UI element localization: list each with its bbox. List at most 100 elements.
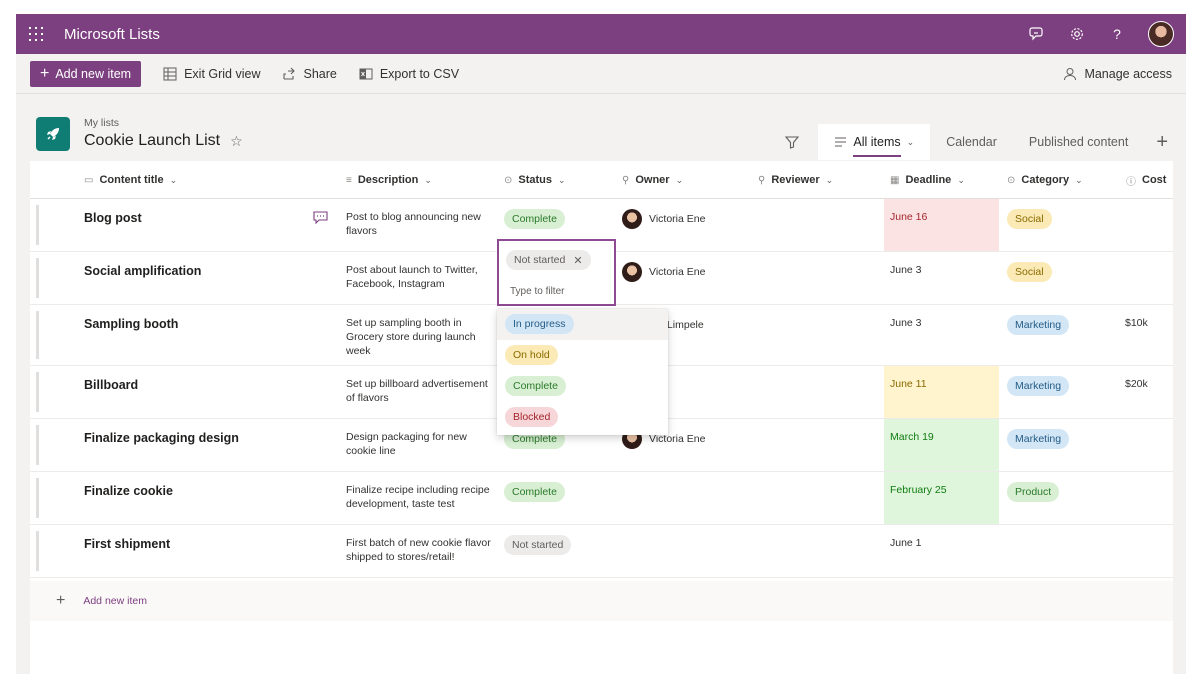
breadcrumb[interactable]: My lists xyxy=(84,117,119,129)
menu-item-in-progress[interactable]: In progress xyxy=(497,309,668,340)
deadline-cell[interactable]: June 3 xyxy=(890,264,922,276)
deadline-cell[interactable]: February 25 xyxy=(890,484,947,496)
deadline-cell[interactable]: June 3 xyxy=(890,317,922,329)
favorite-star-icon[interactable]: ☆ xyxy=(230,132,243,149)
add-new-item-row[interactable]: + Add new item xyxy=(30,581,1173,621)
help-icon[interactable]: ? xyxy=(1113,26,1121,42)
tab-calendar[interactable]: Calendar xyxy=(946,135,997,149)
description-cell[interactable]: Finalize recipe including recipe develop… xyxy=(346,484,490,510)
column-label: Description xyxy=(357,174,419,186)
category-badge[interactable]: Marketing xyxy=(1007,429,1070,449)
status-cell-editor[interactable]: Not started ✕ Type to filter xyxy=(497,239,616,306)
app-title[interactable]: Microsoft Lists xyxy=(64,25,160,43)
owner-cell[interactable]: Victoria Ene xyxy=(622,208,713,230)
description-cell[interactable]: Design packaging for new cookie line xyxy=(346,431,467,457)
export-csv-button[interactable]: Export to CSV xyxy=(359,67,459,81)
row-selector[interactable] xyxy=(36,531,39,571)
column-owner[interactable]: ⚲ Owner ⌄ xyxy=(622,161,683,199)
content-title-cell[interactable]: Social amplification xyxy=(84,264,202,278)
close-icon[interactable]: ✕ xyxy=(573,254,583,267)
filter-input[interactable]: Type to filter xyxy=(510,286,565,297)
suite-bar: Microsoft Lists ? xyxy=(16,14,1186,54)
menu-item-complete[interactable]: Complete xyxy=(497,371,668,402)
plus-icon: + xyxy=(56,592,66,609)
description-cell[interactable]: Set up billboard advertisement of flavor… xyxy=(346,378,488,404)
category-badge[interactable]: Social xyxy=(1007,262,1052,282)
deadline-cell[interactable]: June 1 xyxy=(890,537,922,549)
settings-icon[interactable] xyxy=(1068,25,1086,43)
table-row[interactable]: Blog post Post to blog announcing new fl… xyxy=(30,199,1173,252)
description-cell[interactable]: Post to blog announcing new flavors xyxy=(346,211,481,237)
selected-status-chip[interactable]: Not started ✕ xyxy=(506,250,591,270)
content-title-cell[interactable]: Sampling booth xyxy=(84,317,179,331)
row-selector[interactable] xyxy=(36,311,39,359)
waffle-icon[interactable] xyxy=(16,14,56,54)
cost-cell[interactable]: $20k xyxy=(1125,378,1148,390)
column-deadline[interactable]: ▦ Deadline ⌄ xyxy=(890,161,965,199)
description-cell[interactable]: First batch of new cookie flavor shipped… xyxy=(346,537,491,563)
content-title-cell[interactable]: Finalize cookie xyxy=(84,484,173,498)
status-badge[interactable]: Complete xyxy=(504,209,565,229)
deadline-highlight xyxy=(884,419,999,471)
page-title-group: Cookie Launch List ☆ xyxy=(84,132,243,150)
column-content-title[interactable]: ▭ Content title ⌄ xyxy=(84,161,177,199)
column-description[interactable]: ≡ Description ⌄ xyxy=(346,161,432,199)
row-selector[interactable] xyxy=(36,478,39,518)
manage-access-label: Manage access xyxy=(1084,67,1172,81)
menu-item-on-hold[interactable]: On hold xyxy=(497,340,668,371)
category-badge[interactable]: Marketing xyxy=(1007,315,1070,335)
row-selector[interactable] xyxy=(36,205,39,245)
feedback-icon[interactable] xyxy=(1028,25,1046,43)
column-label: Category xyxy=(1021,174,1070,186)
filter-icon[interactable] xyxy=(784,134,800,150)
status-option: Complete xyxy=(505,376,566,396)
owner-name: Victoria Ene xyxy=(649,213,706,225)
add-new-item-button[interactable]: + Add new item xyxy=(30,60,142,87)
exit-grid-view-button[interactable]: Exit Grid view xyxy=(163,67,260,81)
description-cell[interactable]: Post about launch to Twitter, Facebook, … xyxy=(346,264,478,290)
deadline-cell[interactable]: March 19 xyxy=(890,431,934,443)
table-row[interactable]: Finalize cookie Finalize recipe includin… xyxy=(30,472,1173,525)
menu-item-blocked[interactable]: Blocked xyxy=(497,402,668,433)
category-badge[interactable]: Social xyxy=(1007,209,1052,229)
add-view-icon[interactable]: + xyxy=(1156,130,1168,153)
table-row[interactable]: Billboard Set up billboard advertisement… xyxy=(30,366,1173,419)
column-cost[interactable]: ⓘ Cost xyxy=(1126,161,1166,199)
status-badge[interactable]: Not started xyxy=(504,535,572,555)
status-badge[interactable]: Complete xyxy=(504,482,565,502)
category-badge[interactable]: Product xyxy=(1007,482,1060,502)
column-category[interactable]: ⊙ Category ⌄ xyxy=(1007,161,1083,199)
column-status[interactable]: ⊙ Status ⌄ xyxy=(504,161,566,199)
grid-icon xyxy=(163,67,177,80)
row-selector[interactable] xyxy=(36,425,39,465)
row-selector[interactable] xyxy=(36,372,39,412)
rocket-icon xyxy=(36,117,70,151)
content-title-cell[interactable]: Finalize packaging design xyxy=(84,431,239,445)
tab-all-items[interactable]: All items ⌄ xyxy=(818,124,931,160)
avatar xyxy=(622,262,642,282)
selected-status-label: Not started xyxy=(514,254,566,266)
deadline-highlight xyxy=(884,366,999,418)
content-title-cell[interactable]: Blog post xyxy=(84,211,142,225)
share-button[interactable]: Share xyxy=(282,67,337,81)
row-selector[interactable] xyxy=(36,258,39,298)
chevron-down-icon: ⌄ xyxy=(424,174,432,185)
list-grid: ▭ Content title ⌄ ≡ Description ⌄ ⊙ Status ⌄ ⚲… xyxy=(30,161,1173,674)
column-reviewer[interactable]: ⚲ Reviewer ⌄ xyxy=(758,161,833,199)
profile-avatar[interactable] xyxy=(1148,21,1174,47)
deadline-cell[interactable]: June 11 xyxy=(890,378,927,390)
content-title-cell[interactable]: First shipment xyxy=(84,537,171,551)
tab-published-content[interactable]: Published content xyxy=(1028,135,1129,149)
category-badge[interactable]: Marketing xyxy=(1007,376,1070,396)
table-row[interactable]: First shipment First batch of new cookie… xyxy=(30,525,1173,578)
page-title: Cookie Launch List xyxy=(84,132,221,149)
cost-cell[interactable]: $10k xyxy=(1125,317,1148,329)
add-new-item-link[interactable]: Add new item xyxy=(83,595,147,607)
owner-cell[interactable]: Victoria Ene xyxy=(622,261,713,283)
comment-icon[interactable] xyxy=(313,211,328,224)
content-title-cell[interactable]: Billboard xyxy=(84,378,139,392)
table-row[interactable]: Finalize packaging design Design packagi… xyxy=(30,419,1173,472)
manage-access-button[interactable]: Manage access xyxy=(1063,54,1172,94)
deadline-cell[interactable]: June 16 xyxy=(890,211,928,223)
description-cell[interactable]: Set up sampling booth in Grocery store d… xyxy=(346,317,476,357)
